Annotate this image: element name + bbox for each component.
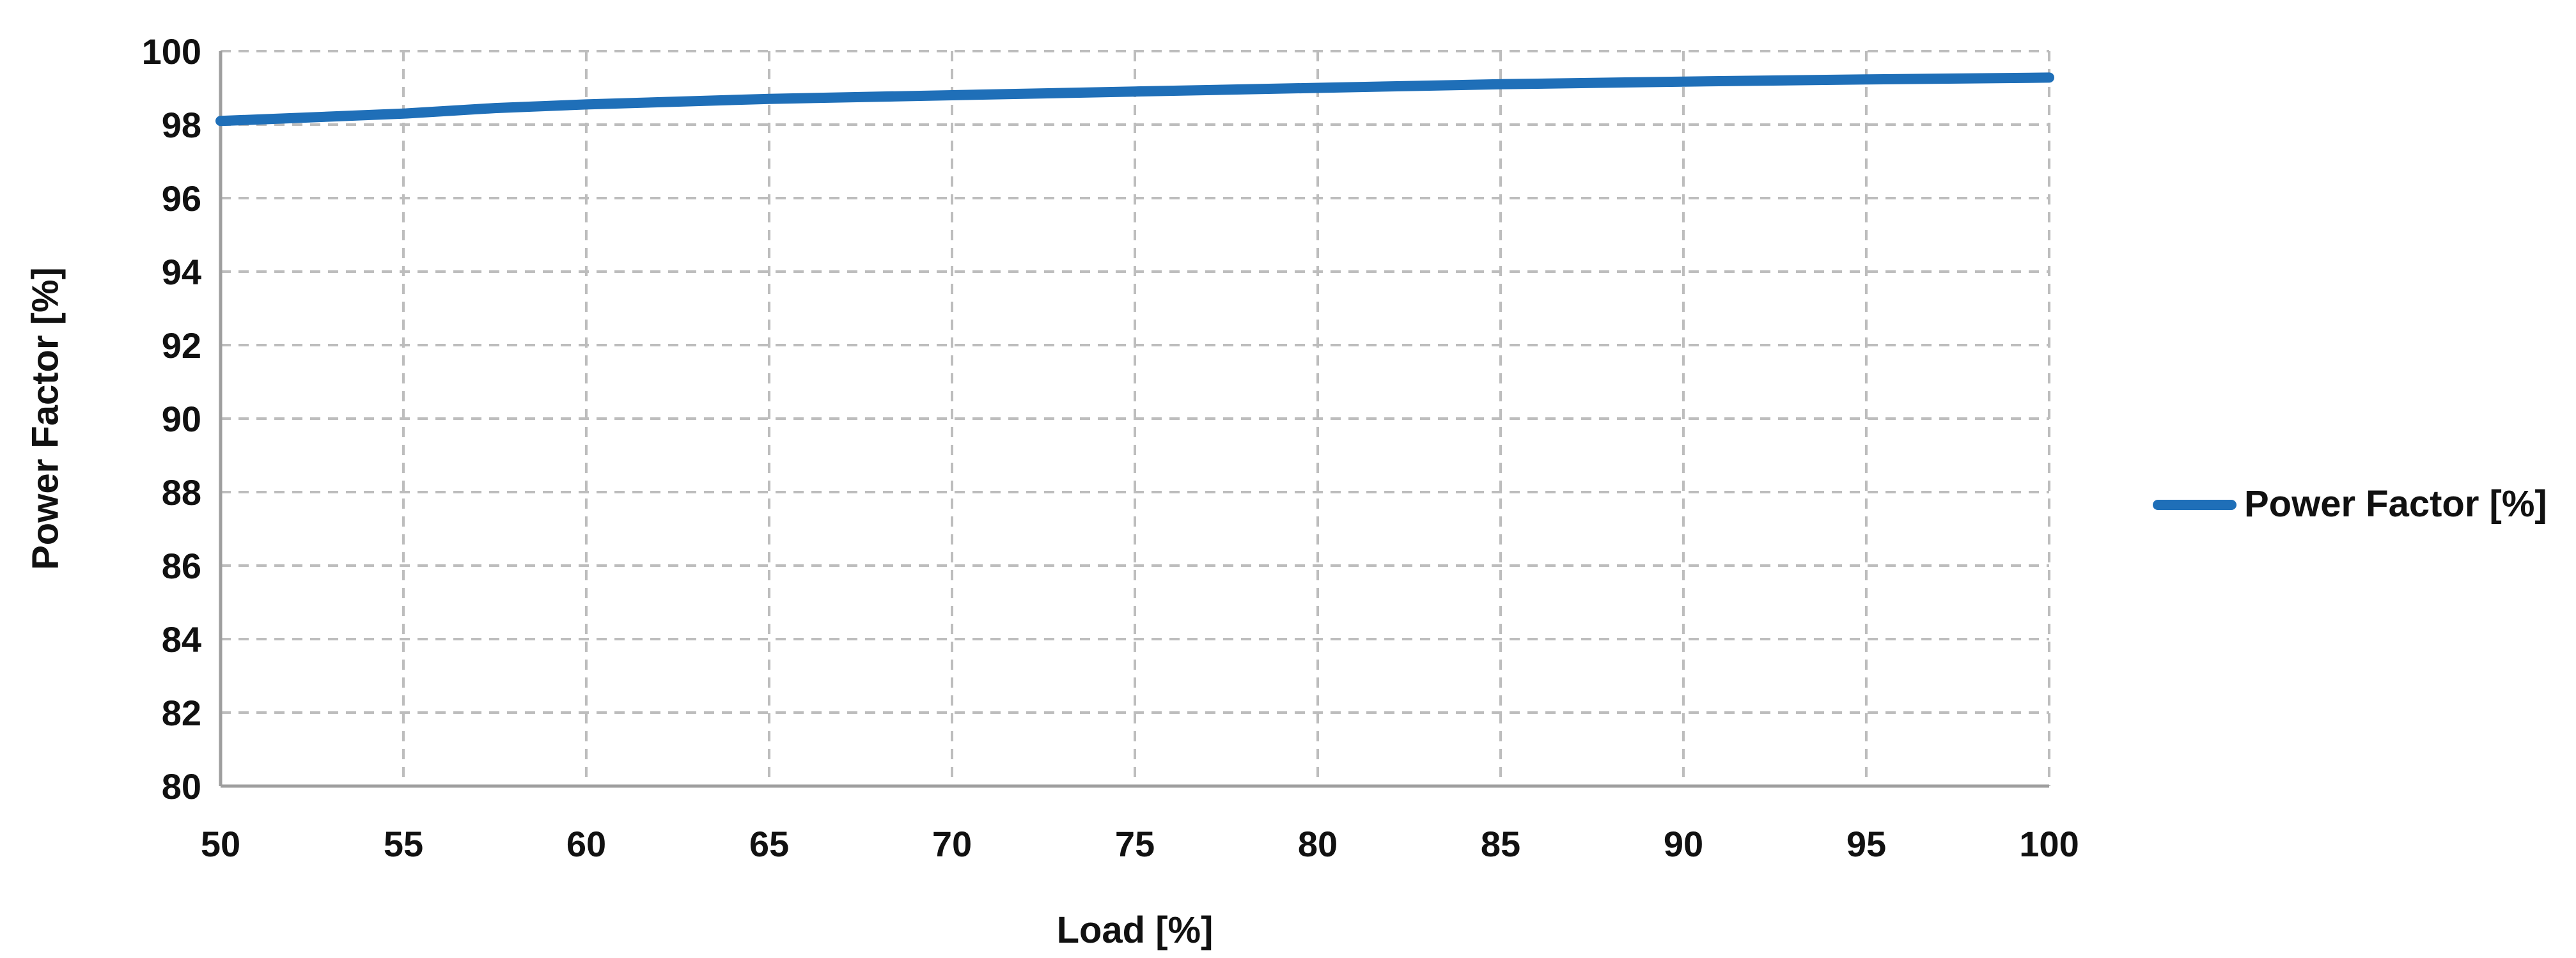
x-tick-label: 100 <box>2019 824 2079 864</box>
y-tick-label: 80 <box>162 766 201 807</box>
y-tick-label: 92 <box>162 325 201 366</box>
x-tick-label: 60 <box>566 824 606 864</box>
grid <box>221 50 2050 786</box>
x-tick-label: 95 <box>1846 824 1886 864</box>
x-tick-label: 90 <box>1664 824 1703 864</box>
y-tick-label: 84 <box>162 619 201 660</box>
x-tick-label: 75 <box>1115 824 1155 864</box>
series-line-power-factor <box>215 72 2054 127</box>
y-tick-label: 94 <box>162 252 201 292</box>
y-tick-label: 90 <box>162 399 201 439</box>
y-tick-label: 96 <box>162 178 201 219</box>
y-tick-label: 86 <box>162 546 201 586</box>
y-axis-title: Power Factor [%] <box>24 267 66 570</box>
series <box>215 72 2054 127</box>
x-tick-label: 55 <box>384 824 423 864</box>
x-tick-label: 70 <box>932 824 972 864</box>
y-tick-label: 88 <box>162 472 201 513</box>
x-tick-label: 65 <box>749 824 789 864</box>
legend: Power Factor [%] <box>2153 483 2547 525</box>
y-tick-label: 100 <box>142 31 201 72</box>
x-tick-label: 85 <box>1481 824 1520 864</box>
y-tick-label: 98 <box>162 105 201 145</box>
x-tick-label: 50 <box>201 824 240 864</box>
legend-label-power-factor: Power Factor [%] <box>2244 483 2547 525</box>
x-tick-label: 80 <box>1298 824 1338 864</box>
y-tick-label: 82 <box>162 693 201 733</box>
x-axis-title: Load [%] <box>1057 909 1214 951</box>
axes <box>219 51 2049 788</box>
tick-labels: 80 82 84 86 88 90 92 94 96 98 100 50 55 60 65 70 75 80 85 9… <box>142 31 2079 864</box>
